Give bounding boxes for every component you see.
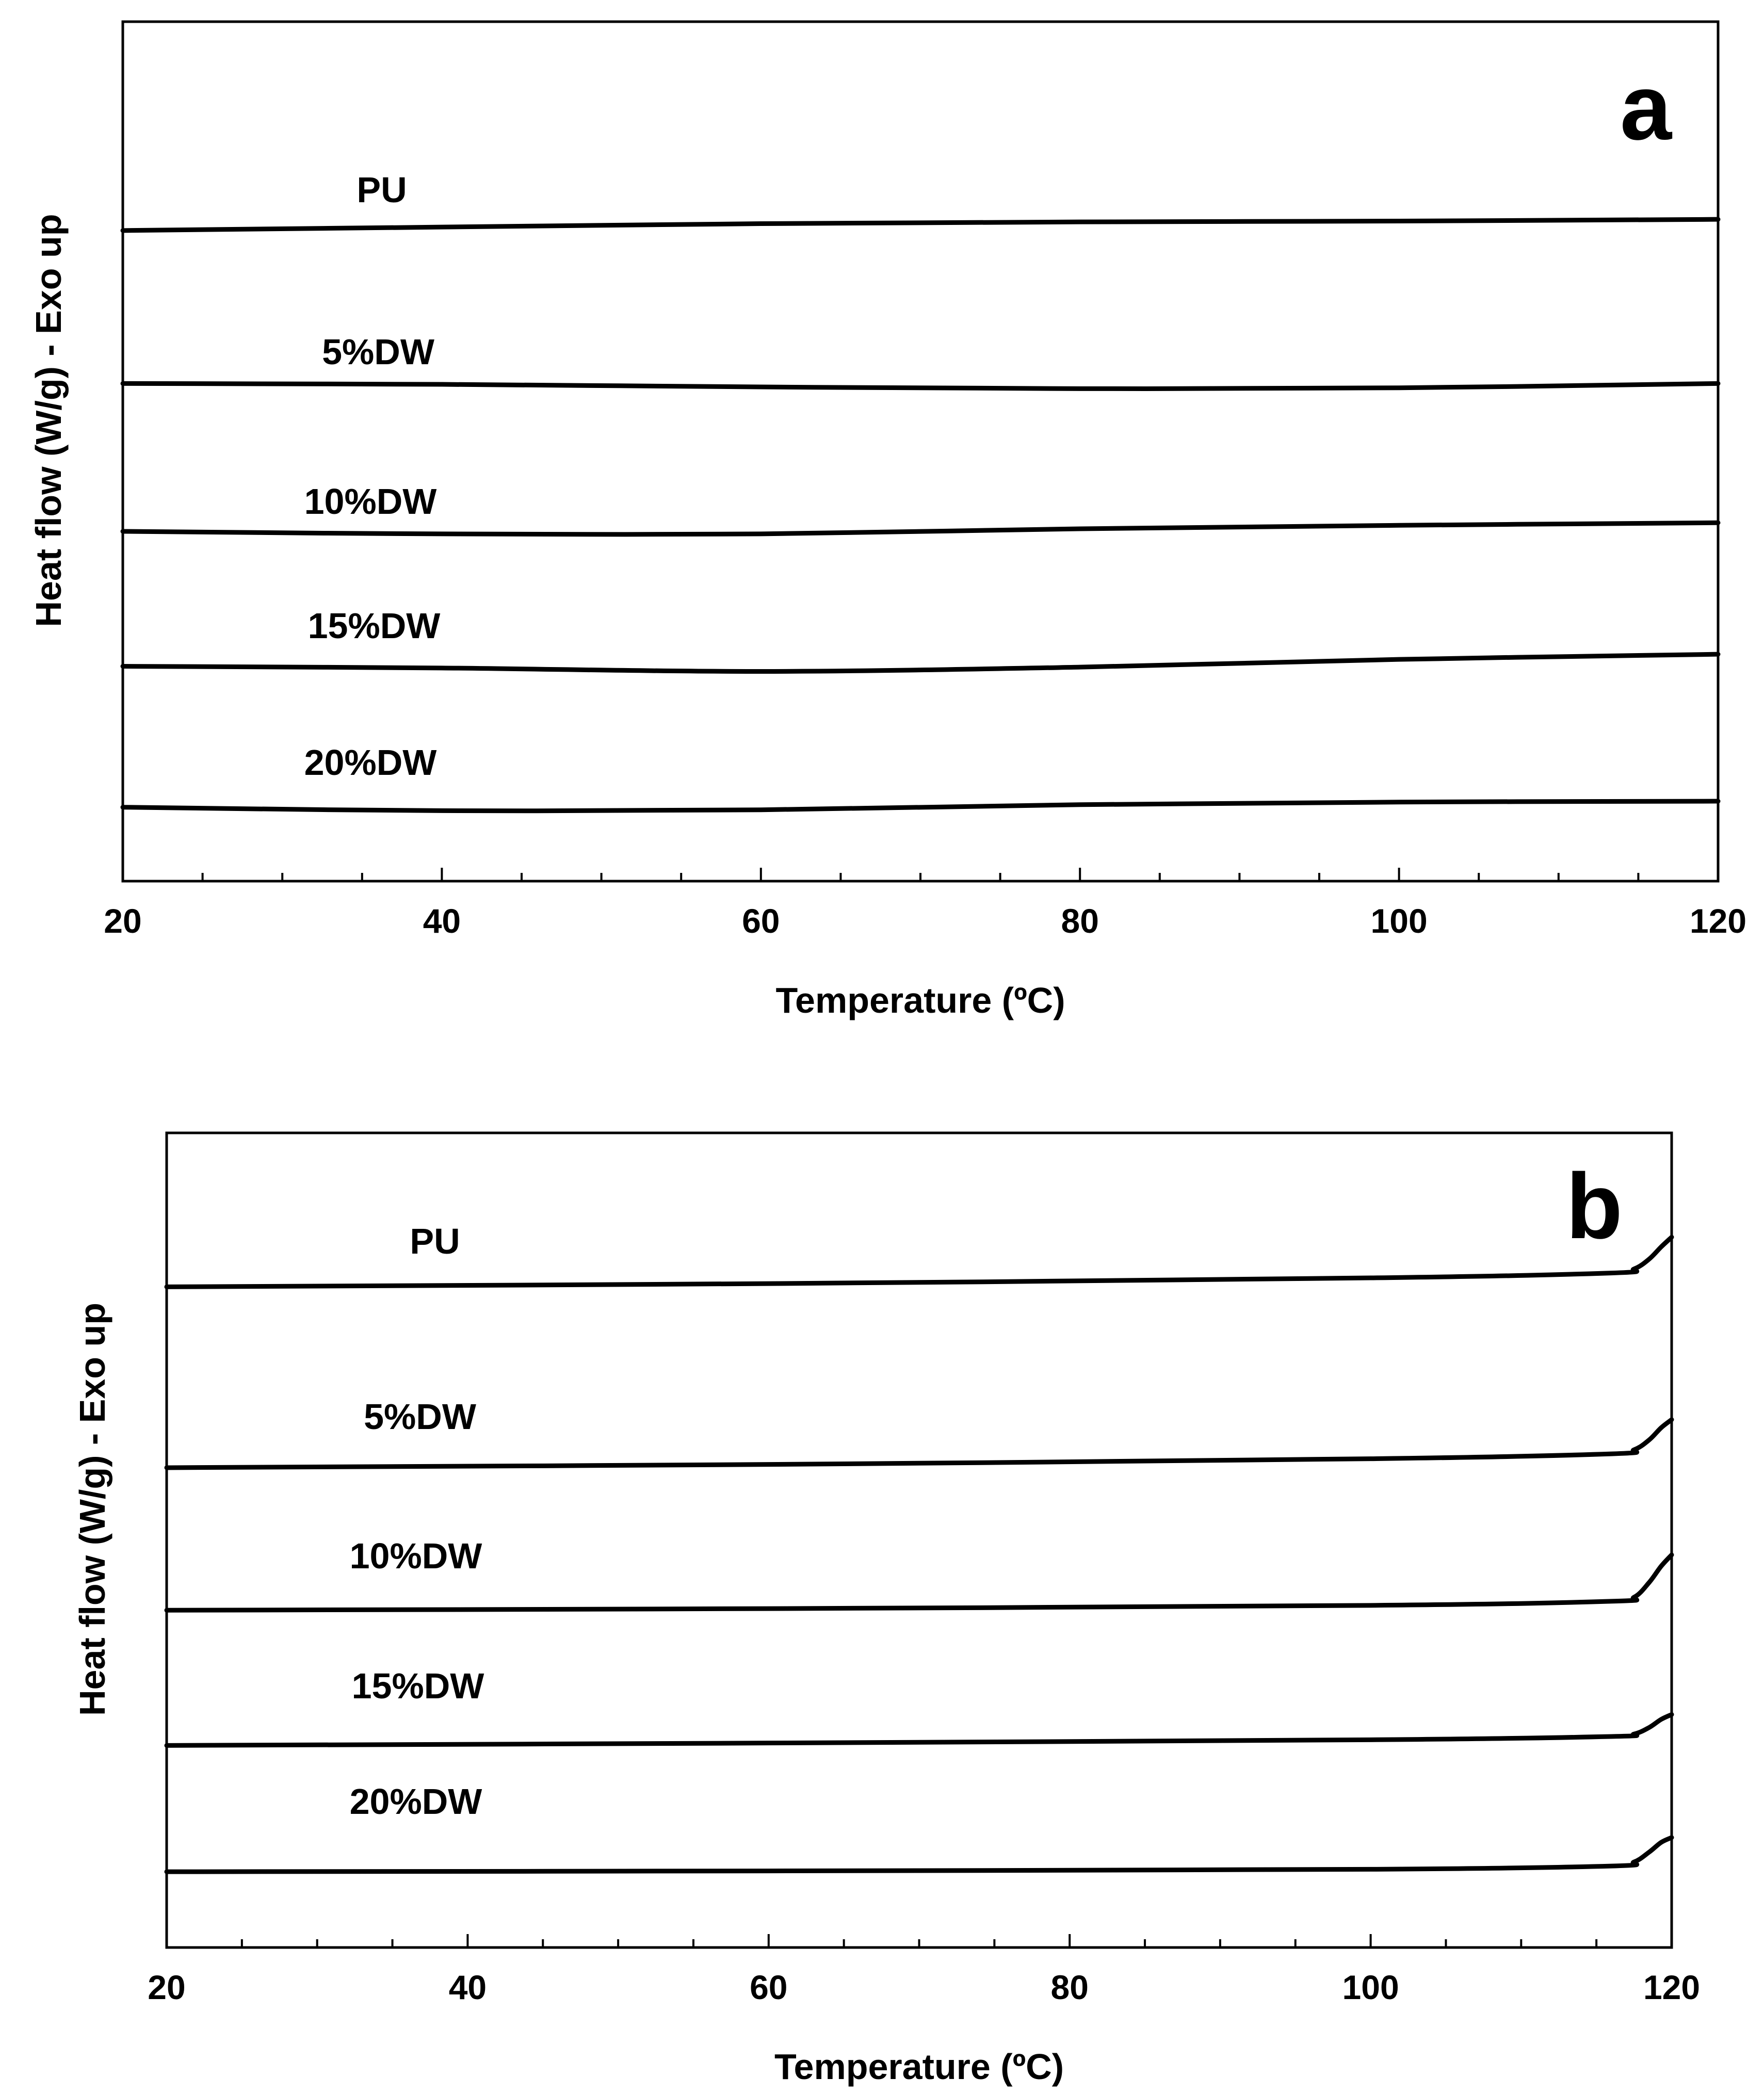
x-tick-label: 100 <box>1342 1968 1399 2006</box>
panel-letter: b <box>1566 1155 1623 1258</box>
series-label: PU <box>410 1221 460 1261</box>
x-tick-label: 80 <box>1061 902 1098 940</box>
series-line-15pctdw <box>164 1712 1674 1748</box>
series-line-20pctdw <box>164 1835 1674 1874</box>
x-axis-title: Temperature (ºC) <box>775 980 1065 1020</box>
x-tick-label: 40 <box>449 1968 487 2006</box>
x-tick-label: 60 <box>742 902 780 940</box>
series-line-15pctdw <box>120 652 1721 674</box>
series-label: 20%DW <box>304 742 437 783</box>
x-tick-label: 120 <box>1690 902 1746 940</box>
x-tick-label: 80 <box>1050 1968 1088 2006</box>
series-line-20pctdw <box>120 799 1721 814</box>
series-label: 5%DW <box>322 332 434 372</box>
series-label: 10%DW <box>304 481 437 522</box>
x-axis-title: Temperature (ºC) <box>774 2047 1064 2087</box>
series-line-5pctdw <box>120 381 1721 391</box>
series-label: 20%DW <box>350 1781 482 1822</box>
series-label: 5%DW <box>364 1397 476 1437</box>
x-tick-label: 20 <box>104 902 141 940</box>
series-label: 15%DW <box>352 1666 484 1706</box>
series-line-5pctdw <box>164 1417 1674 1470</box>
y-axis-title: Heat flow (W/g) - Exo up <box>72 1303 112 1716</box>
x-tick-label: 120 <box>1643 1968 1700 2006</box>
x-tick-label: 60 <box>750 1968 787 2006</box>
series-line-pu <box>120 217 1721 233</box>
y-axis-title: Heat flow (W/g) - Exo up <box>28 214 69 627</box>
panel-a: 20 40 60 80 100 120 Temperature (ºC) Heat flow … <box>28 20 1746 1020</box>
series-line-10pctdw <box>120 520 1721 537</box>
series-label: 10%DW <box>350 1536 482 1576</box>
x-tick-label: 20 <box>148 1968 185 2006</box>
series-label: PU <box>357 170 407 210</box>
panel-letter: a <box>1620 56 1673 159</box>
x-tick-label: 40 <box>423 902 461 940</box>
series-label: 15%DW <box>308 606 441 646</box>
x-tick-label: 100 <box>1371 902 1428 940</box>
panel-b: 20 40 60 80 100 120 Temperature (ºC) Heat flow … <box>72 1131 1700 2087</box>
series-line-pu <box>164 1235 1674 1289</box>
series-line-10pctdw <box>164 1552 1674 1613</box>
